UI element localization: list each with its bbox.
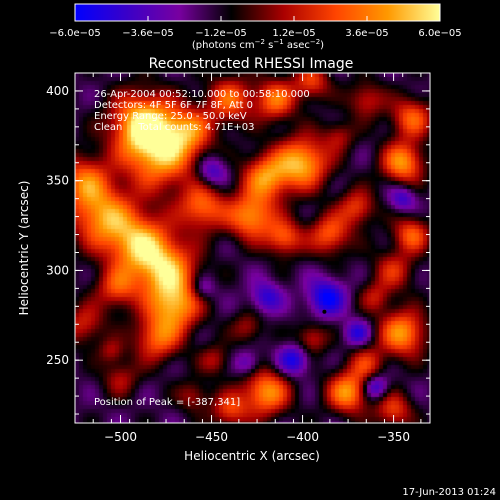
colorbar-units: (photons cm−2 s−1 asec−2) xyxy=(192,38,324,51)
heatmap-image xyxy=(75,73,430,423)
annotation-clean: Clean Total counts: 4.71E+03 xyxy=(94,122,255,133)
peak-marker xyxy=(322,309,327,314)
colorbar-tick-label: 6.0e−05 xyxy=(418,28,461,39)
axis-ticks: −500 −450 −400 −350 250 300 350 400 xyxy=(46,72,430,444)
x-tick-label: −500 xyxy=(104,430,137,444)
colorbar-tick-label: 3.6e−05 xyxy=(345,28,388,39)
colorbar-tick-label: −3.6e−05 xyxy=(122,28,174,39)
annotation-energy: Energy Range: 25.0 - 50.0 keV xyxy=(94,111,247,122)
colorbar-tick-label: 1.2e−05 xyxy=(272,28,315,39)
x-tick-label: −450 xyxy=(195,430,228,444)
colorbar-tick-label: −1.2e−05 xyxy=(195,28,247,39)
x-axis-label: Heliocentric X (arcsec) xyxy=(184,449,320,463)
chart-title: Reconstructed RHESSI Image xyxy=(149,56,354,72)
annotation-peak-position: Position of Peak = [-387,341] xyxy=(94,397,241,408)
y-axis-label: Heliocentric Y (arcsec) xyxy=(17,181,31,316)
y-tick-label: 250 xyxy=(46,353,69,367)
annotation-time-range: 26-Apr-2004 00:52:10.000 to 00:58:10.000 xyxy=(94,89,310,100)
y-tick-label: 350 xyxy=(46,174,69,188)
x-tick-label: −350 xyxy=(377,430,410,444)
peak-dot xyxy=(322,309,327,314)
colorbar-ticks: −6.0e−05 −3.6e−05 −1.2e−05 1.2e−05 3.6e−05 6.… xyxy=(49,16,462,39)
plot-frame xyxy=(74,72,431,424)
x-tick-label: −400 xyxy=(286,430,319,444)
footer-date: 17-Jun-2013 01:24 xyxy=(402,487,496,498)
annotation-detectors: Detectors: 4F 5F 6F 7F 8F, Att 0 xyxy=(94,100,254,111)
colorbar xyxy=(74,3,441,22)
y-tick-label: 300 xyxy=(46,263,69,277)
colorbar-tick-label: −6.0e−05 xyxy=(49,28,101,39)
y-tick-label: 400 xyxy=(46,84,69,98)
